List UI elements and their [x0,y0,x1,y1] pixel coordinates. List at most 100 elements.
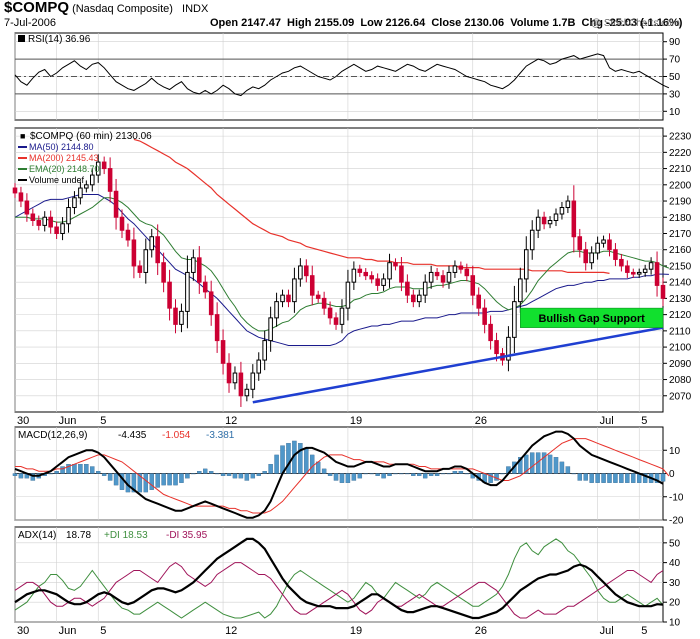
price-y-tick-label: 2070 [669,391,692,402]
candle-body [36,220,42,226]
candle-body [268,317,273,342]
price-y-tick-label: 2130 [669,294,692,305]
macd-histogram-bar [214,473,220,475]
candle-body [375,278,380,286]
ma200-legend: MA(200) 2145.43 [29,153,99,163]
macd-histogram-bar [101,473,107,476]
macd-histogram-bar [304,447,309,474]
candle-body [107,168,113,192]
adx-x-tick-label: Jun [59,625,77,637]
candle-body [470,275,476,296]
candle-body [161,262,166,283]
candle-body [642,268,648,273]
macd-legend-value: -3.381 [206,430,235,441]
candle-body [131,239,137,267]
candle-body [321,297,327,309]
macd-histogram-bar [137,473,143,493]
quote-line: Open 2147.47 High 2155.09 Low 2126.64 Cl… [210,17,683,29]
candle-body [24,200,30,215]
candle-body [238,372,244,397]
macd-histogram-bar [333,473,339,481]
price-y-tick-label: 2180 [669,213,692,224]
candle-body [595,242,600,254]
adx-y-tick-label: 50 [669,538,681,549]
price-y-tick-label: 2100 [669,343,692,354]
macd-histogram-bar [274,454,279,474]
candle-body [143,249,149,273]
volume-legend: Volume undef [29,175,85,185]
candle-body [399,265,404,283]
candle-body [601,239,606,244]
macd-histogram-bar [541,452,547,474]
candle-body [428,271,434,283]
candle-body [339,307,345,325]
macd-histogram-bar [155,473,160,488]
candle-body [101,161,107,170]
macd-histogram-bar [375,473,380,476]
adx-legend-value: 18.78 [66,530,91,541]
candle-body [458,265,464,270]
candle-body [648,262,654,270]
macd-y-tick-label: 10 [669,446,681,457]
exchange: INDX [182,3,209,15]
symbol-title: $COMPQ (Nasdaq Composite) INDX [4,0,208,16]
candle-body [541,216,547,225]
macd-histogram-bar [547,454,553,474]
macd-histogram-bar [298,443,303,474]
macd-histogram-bar [208,471,214,474]
candle-body [387,262,392,280]
candle-body [208,291,214,316]
macd-histogram-bar [607,473,612,483]
candle-body [137,265,143,273]
candle-body [535,216,541,231]
candle-body [155,236,160,264]
candle-body [446,271,452,283]
price-legend-marker: ■ [20,131,25,141]
candle-body [523,249,529,280]
price-x-tick-label: Jul [600,415,614,427]
macd-histogram-bar [244,473,250,481]
macd-histogram-bar [565,466,571,474]
candle-body [232,372,238,384]
macd-legend-value: -1.054 [162,430,191,441]
candle-body [286,294,291,303]
macd-histogram-bar [417,473,422,476]
macd-histogram-bar [310,454,315,474]
macd-histogram-bar [559,461,565,474]
candle-body [625,265,630,273]
macd-histogram-bar [494,473,499,481]
macd-histogram-bar [173,473,178,486]
candle-body [452,265,458,273]
candle-body [125,229,131,241]
macd-legend: MACD(12,26,9) [18,430,87,441]
macd-histogram-bar [452,471,458,474]
candle-body [179,310,184,325]
macd-histogram-bar [72,464,77,474]
macd-histogram-bar [60,466,65,474]
candle-body [12,187,18,194]
macd-histogram-bar [440,473,446,475]
macd-histogram-bar [250,473,256,479]
candle-body [119,216,125,231]
candle-body [191,257,196,273]
price-x-tick-label: 12 [225,415,237,427]
macd-histogram-bar [381,473,386,479]
macd-histogram-bar [143,473,149,493]
macd-histogram-bar [660,473,666,482]
macd-histogram-bar [631,473,636,483]
macd-histogram-bar [256,473,261,476]
adx-x-tick-label: 30 [17,625,29,637]
candle-body [345,281,351,309]
candle-body [494,340,499,355]
candle-body [363,271,369,277]
candle-body [274,301,279,319]
adx-legend-value: -DI 35.95 [166,530,208,541]
candle-body [488,323,493,342]
price-y-tick-label: 2160 [669,245,692,256]
macd-histogram-bar [113,473,119,486]
price-panel [14,127,664,413]
candle-body [167,281,172,309]
candle-body [369,275,374,280]
candle-body [90,174,95,186]
candle-body [149,236,155,251]
